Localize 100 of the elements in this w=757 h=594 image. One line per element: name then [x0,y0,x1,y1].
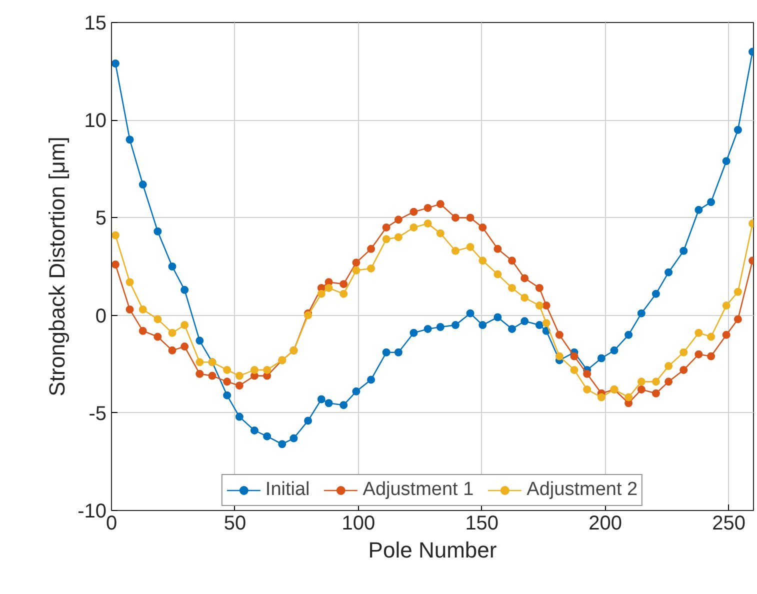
point [352,266,360,274]
point [436,323,444,332]
point [570,366,578,374]
point [112,260,120,269]
point [555,330,564,339]
point [126,136,134,144]
point [478,321,487,330]
point [664,378,673,386]
point [235,412,244,421]
y-tick-label: 0 [95,305,106,328]
point [707,332,716,341]
point [208,372,216,380]
x-tick-label: 100 [342,512,376,534]
point [508,284,516,292]
point [352,258,360,267]
point [340,401,348,410]
point [410,328,418,337]
x-tick-label: 200 [588,512,622,534]
y-tick-label: 5 [95,208,106,230]
point [382,348,390,356]
point [263,432,272,440]
point [664,362,673,370]
point [180,286,189,294]
point [734,288,742,296]
point [154,315,162,324]
x-tick-label: 150 [465,512,499,534]
point [367,244,376,253]
point [317,395,326,404]
x-tick-label: 50 [224,512,246,534]
point [664,268,673,276]
point [722,157,730,166]
point [707,352,716,360]
point [223,378,232,386]
point [520,317,529,326]
point [542,302,550,310]
point [394,233,402,242]
point [126,278,134,286]
point [196,358,204,366]
point [424,204,432,212]
point [624,393,633,402]
point [324,399,333,408]
point [424,220,432,228]
point [734,126,742,134]
point [570,352,578,360]
point [535,321,544,330]
y-tick-label: 10 [84,110,107,132]
point [637,385,646,394]
point [154,227,162,236]
point [652,389,660,398]
point [583,385,592,394]
point [451,214,460,222]
point [466,214,474,222]
point [542,319,550,328]
point [583,370,592,378]
point [263,366,272,374]
point [340,290,348,298]
point [535,284,544,292]
point [680,348,688,356]
point [436,200,444,208]
point [394,216,402,224]
point [478,223,487,232]
point [410,223,418,232]
point [112,231,120,240]
y-axis-title: Strongback Distortion [μm] [44,136,70,396]
point [680,246,688,255]
point [694,206,703,214]
point [734,315,742,324]
point [382,223,390,232]
point [196,370,204,378]
point [154,332,162,341]
point [451,321,460,330]
point [508,256,516,265]
point [168,262,176,270]
point [520,274,529,282]
x-axis-title: Pole Number [368,538,497,562]
point [424,324,432,333]
point [494,313,502,322]
point [610,346,618,354]
point [235,382,244,390]
point [466,242,474,251]
legend-label: Adjustment 1 [362,479,474,501]
point [478,256,487,265]
point [652,378,660,386]
point [112,60,120,68]
point [317,290,326,298]
point [196,336,204,345]
point [223,391,232,400]
point [180,321,189,330]
point [168,346,176,354]
point [694,328,703,337]
point [223,366,232,374]
point [394,348,402,356]
point [680,366,688,374]
point [722,330,730,339]
point [304,416,312,425]
point [290,434,298,442]
point [324,284,333,292]
y-tick-label: 15 [84,12,107,34]
point [637,309,646,318]
point [180,342,189,351]
